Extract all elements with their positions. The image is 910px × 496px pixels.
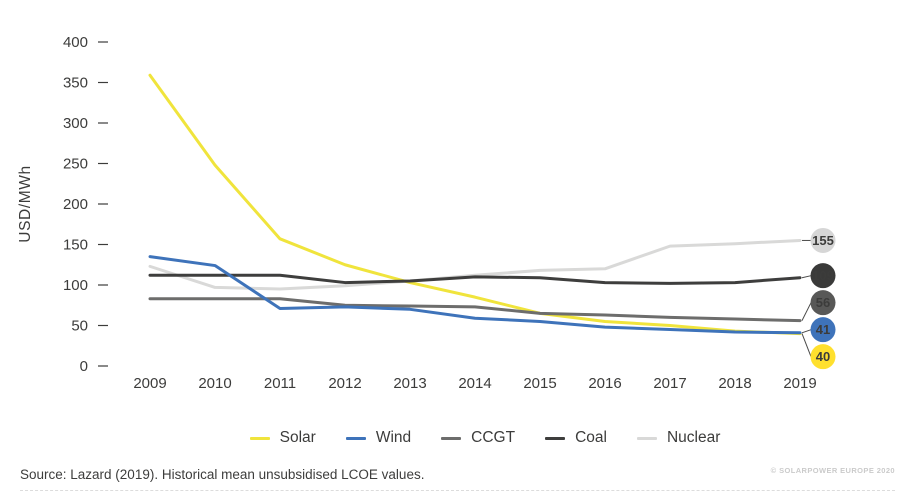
- solar-end-value: 40: [816, 349, 830, 364]
- wind-end-badge: [810, 317, 836, 343]
- coal-line: [148, 273, 802, 285]
- nuclear-legend-swatch: [636, 436, 657, 440]
- y-tick-label: 50: [71, 318, 88, 335]
- ccgt-end-badge: [810, 290, 836, 316]
- legend-label-wind: Wind: [375, 429, 412, 446]
- x-tick-label: 2010: [198, 375, 231, 392]
- ccgt-end-connector: [801, 302, 812, 321]
- legend-label-solar: Solar: [279, 429, 316, 446]
- legend-item-ccgt: CCGT: [441, 429, 515, 447]
- y-tick-label: 350: [63, 75, 88, 92]
- legend-label-ccgt: CCGT: [471, 429, 516, 446]
- legend-item-wind: Wind: [345, 429, 412, 447]
- legend-item-solar: Solar: [249, 429, 316, 447]
- coal-legend-swatch: [545, 436, 566, 440]
- x-tick-label: 2016: [588, 375, 621, 392]
- solar-legend-swatch: [249, 436, 270, 440]
- source-text: Source: Lazard (2019). Historical mean u…: [20, 467, 425, 482]
- y-tick-label: 250: [63, 156, 88, 173]
- coal-end-value: 109: [812, 268, 834, 283]
- bottom-divider: [20, 490, 895, 491]
- legend-label-coal: Coal: [575, 429, 607, 446]
- wind-end-connector: [801, 329, 812, 334]
- coal-end-badge: [810, 263, 836, 289]
- coal-end-connector: [801, 275, 812, 279]
- copyright-text: © SOLARPOWER EUROPE 2020: [770, 466, 895, 475]
- x-tick-label: 2011: [264, 375, 296, 392]
- nuclear-line: [148, 238, 802, 291]
- solar-end-badge: [810, 344, 836, 370]
- y-axis-title: USD/MWh: [17, 165, 34, 242]
- y-tick-label: 0: [80, 358, 88, 375]
- wind-legend-swatch: [345, 436, 366, 440]
- x-tick-label: 2018: [718, 375, 751, 392]
- nuclear-end-badge: [810, 227, 836, 253]
- wind-end-value: 41: [816, 322, 830, 337]
- solar-end-connector: [801, 333, 812, 357]
- solar-line: [148, 73, 802, 336]
- x-tick-label: 2015: [523, 375, 556, 392]
- x-tick-label: 2009: [133, 375, 166, 392]
- x-tick-label: 2013: [393, 375, 426, 392]
- x-tick-label: 2014: [458, 375, 491, 392]
- legend-label-nuclear: Nuclear: [666, 429, 721, 446]
- ccgt-line: [148, 297, 802, 323]
- lcoe-chart: 400 350 300 250 200 150 100 50 0 USD/MWh 2009 2010 2…: [17, 34, 836, 392]
- x-tick-label: 2019: [783, 375, 816, 392]
- y-tick-label: 200: [63, 196, 88, 213]
- y-tick-label: 150: [63, 237, 88, 254]
- y-tick-label: 100: [63, 277, 88, 294]
- legend-item-nuclear: Nuclear: [636, 429, 721, 447]
- wind-line: [148, 255, 802, 335]
- legend-item-coal: Coal: [545, 429, 607, 447]
- y-tick-label: 300: [63, 115, 88, 132]
- ccgt-legend-swatch: [441, 436, 462, 440]
- ccgt-end-value: 56: [816, 295, 830, 310]
- nuclear-end-value: 155: [812, 233, 834, 248]
- y-tick-label: 400: [63, 34, 88, 51]
- x-tick-label: 2012: [328, 375, 361, 392]
- x-tick-label: 2017: [653, 375, 686, 392]
- legend: Solar Wind CCGT Coal Nuclear: [60, 429, 910, 447]
